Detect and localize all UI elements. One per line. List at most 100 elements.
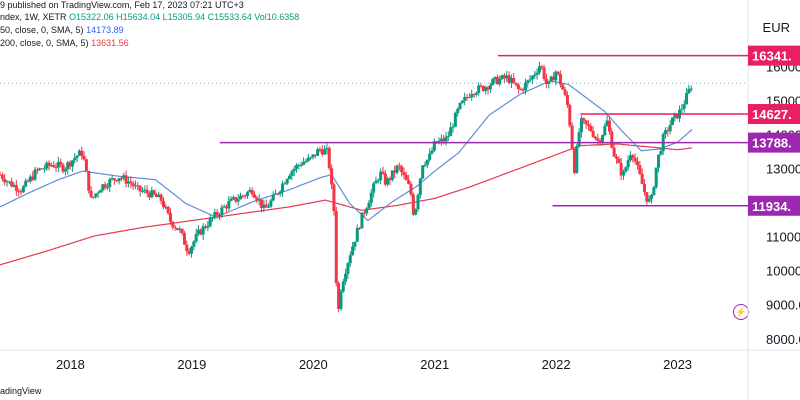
candle-body bbox=[290, 171, 294, 176]
candle-body bbox=[465, 97, 469, 99]
candle-body bbox=[136, 185, 140, 187]
candle-body bbox=[229, 198, 233, 201]
candle-body bbox=[108, 179, 112, 188]
candle-body bbox=[173, 227, 177, 229]
candle-body bbox=[605, 120, 609, 126]
candle-body bbox=[414, 209, 418, 215]
candle-body bbox=[535, 72, 539, 75]
candle-body bbox=[264, 204, 268, 208]
candle-body bbox=[353, 241, 357, 247]
candle-body bbox=[182, 233, 186, 245]
candle-body bbox=[362, 212, 366, 214]
candle-body bbox=[316, 149, 320, 156]
candle-body bbox=[101, 184, 105, 191]
candle-body bbox=[112, 178, 116, 181]
candle-body bbox=[87, 170, 91, 191]
candle-body bbox=[530, 75, 534, 80]
candle-body bbox=[365, 208, 369, 214]
candle-body bbox=[0, 174, 4, 179]
candle-body bbox=[304, 160, 308, 163]
candle-body bbox=[220, 207, 224, 216]
candle-body bbox=[70, 160, 74, 167]
candle-body bbox=[274, 193, 278, 195]
y-tick-label: 13000.00 bbox=[766, 161, 800, 176]
candle-body bbox=[687, 88, 691, 94]
candle-body bbox=[75, 155, 79, 158]
ohlc-values: O15322.06 H15634.04 L15305.94 C15533.64 … bbox=[69, 12, 300, 22]
candle-body bbox=[514, 82, 518, 85]
candle-body bbox=[262, 204, 266, 208]
candle-body bbox=[614, 156, 618, 159]
candle-body bbox=[211, 217, 214, 219]
candle-body bbox=[551, 76, 555, 81]
candle-body bbox=[187, 251, 191, 254]
candle-body bbox=[161, 200, 165, 208]
candle-body bbox=[332, 184, 336, 212]
candle-body bbox=[685, 93, 689, 105]
candle-body bbox=[89, 190, 93, 198]
candle-body bbox=[12, 184, 16, 187]
candle-body bbox=[470, 94, 474, 98]
candle-body bbox=[145, 189, 149, 194]
candle-body bbox=[369, 192, 373, 203]
level-tag bbox=[748, 195, 800, 216]
candle-body bbox=[59, 161, 63, 165]
candle-body bbox=[442, 138, 446, 142]
candle-body bbox=[526, 80, 530, 83]
candle-body bbox=[645, 192, 649, 202]
candle-body bbox=[150, 190, 154, 198]
candle-body bbox=[344, 273, 348, 282]
candle-body bbox=[297, 164, 301, 166]
candle-body bbox=[486, 87, 490, 90]
candle-body bbox=[91, 196, 95, 198]
candle-body bbox=[45, 162, 49, 169]
candle-body bbox=[666, 130, 670, 132]
candle-body bbox=[549, 76, 553, 82]
candle-body bbox=[498, 78, 502, 85]
candle-body bbox=[381, 171, 385, 174]
candle-body bbox=[124, 175, 128, 184]
candle-body bbox=[175, 228, 179, 230]
candle-body bbox=[446, 135, 450, 137]
candle-body bbox=[288, 175, 292, 179]
candle-body bbox=[131, 183, 135, 187]
symbol-name: ndex, 1W, XETR bbox=[0, 12, 67, 22]
candle-body bbox=[568, 104, 572, 126]
candle-body bbox=[458, 102, 462, 109]
candle-body bbox=[7, 181, 11, 183]
candle-body bbox=[360, 212, 364, 229]
candle-body bbox=[98, 190, 102, 193]
y-tick-label: 9000.00 bbox=[766, 298, 800, 313]
candle-body bbox=[239, 195, 243, 200]
candle-body bbox=[42, 168, 46, 170]
candle-body bbox=[421, 165, 425, 179]
candle-body bbox=[673, 113, 677, 118]
candle-body bbox=[484, 87, 488, 91]
candle-body bbox=[346, 263, 350, 274]
candle-body bbox=[577, 132, 581, 147]
candle-body bbox=[612, 147, 616, 157]
candle-body bbox=[47, 162, 51, 166]
level-tag-label: 14627. bbox=[752, 107, 792, 122]
candle-body bbox=[26, 180, 30, 182]
candle-body bbox=[540, 66, 544, 68]
ma50-label: 50, close, 0, SMA, 5) bbox=[0, 25, 84, 35]
candle-body bbox=[418, 178, 422, 195]
ma50-legend: 50, close, 0, SMA, 5) 14173.89 bbox=[0, 25, 124, 35]
candle-body bbox=[330, 168, 334, 185]
candle-body bbox=[521, 89, 525, 91]
candle-body bbox=[203, 226, 207, 228]
candle-body bbox=[96, 192, 100, 194]
candle-body bbox=[117, 178, 121, 182]
candle-body bbox=[575, 146, 579, 173]
candle-body bbox=[283, 183, 287, 185]
candle-body bbox=[236, 199, 240, 202]
candle-body bbox=[164, 206, 168, 208]
candle-body bbox=[243, 195, 247, 197]
candle-body bbox=[544, 78, 548, 84]
candle-body bbox=[374, 180, 378, 184]
candle-body bbox=[213, 212, 217, 218]
candle-body bbox=[348, 255, 352, 264]
candle-body bbox=[3, 178, 7, 183]
